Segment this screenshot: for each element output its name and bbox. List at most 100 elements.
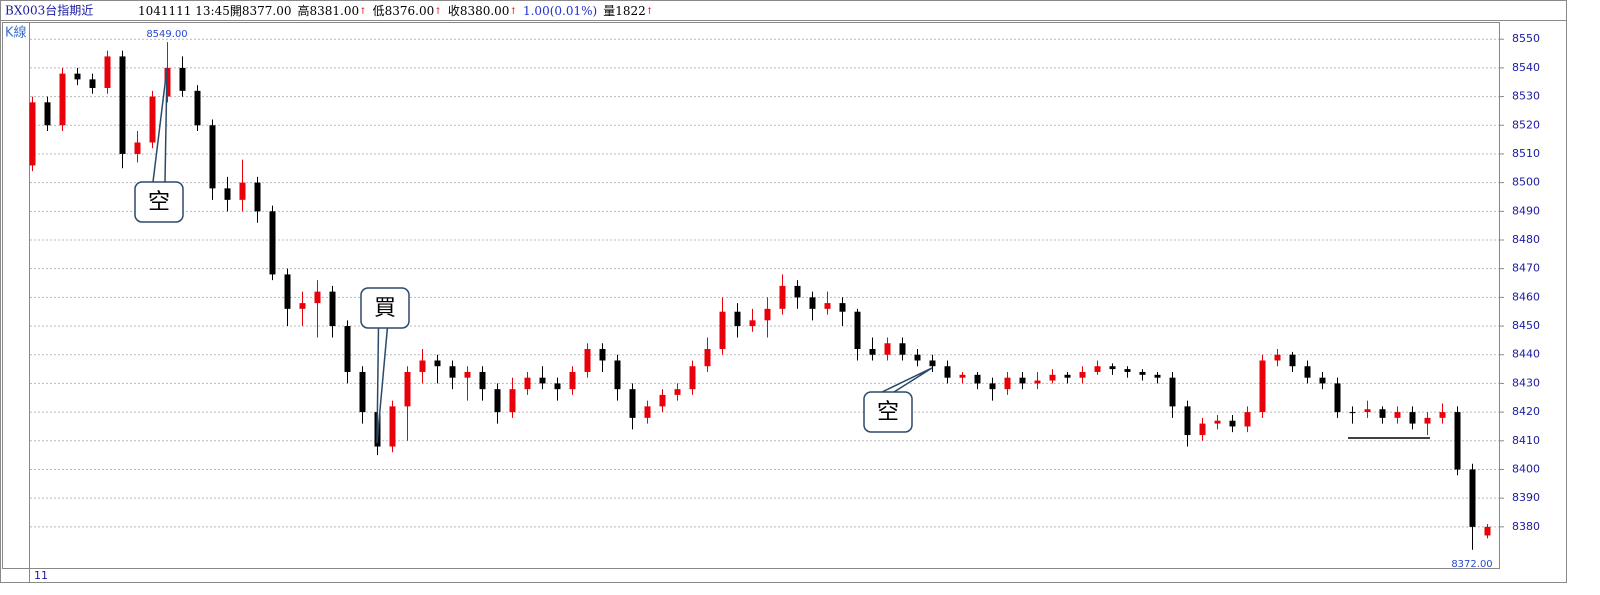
- y-tick-label: 8400: [1512, 462, 1540, 475]
- y-tick-label: 8530: [1512, 90, 1540, 103]
- callout-label: 買: [374, 296, 396, 321]
- y-tick-label: 8550: [1512, 32, 1540, 45]
- header-item: 高8381.00: [297, 3, 359, 18]
- candle-body: [1469, 469, 1476, 527]
- callout-pointer: [881, 367, 933, 393]
- header-arrow: ↑: [359, 7, 367, 17]
- candle-body: [1214, 420, 1221, 424]
- candle-body: [959, 374, 966, 378]
- candle-body: [254, 182, 261, 212]
- y-tick-label: 8480: [1512, 233, 1540, 246]
- candle-body: [1349, 412, 1356, 414]
- callout-label: 空: [877, 400, 899, 425]
- y-tick-label: 8500: [1512, 176, 1540, 189]
- candle-body: [794, 285, 801, 298]
- candle-body: [839, 303, 846, 312]
- extreme-label: 8372.00: [1451, 559, 1492, 570]
- candle-body: [1004, 377, 1011, 390]
- candle-body: [1244, 412, 1251, 427]
- candle-body: [824, 303, 831, 309]
- candle-body: [209, 125, 216, 189]
- y-tick-label: 8440: [1512, 348, 1540, 361]
- candle-body: [449, 366, 456, 378]
- y-tick-label: 8520: [1512, 118, 1540, 131]
- candle-body: [614, 360, 621, 390]
- y-tick-label: 8490: [1512, 204, 1540, 217]
- candle-body: [59, 73, 66, 126]
- candle-body: [359, 371, 366, 413]
- candle-body: [434, 360, 441, 367]
- candle-body: [284, 274, 291, 309]
- candle-body: [164, 67, 171, 97]
- candle-body: [239, 182, 246, 200]
- candle-body: [194, 90, 201, 126]
- candle-body: [554, 383, 561, 390]
- candle-body: [569, 371, 576, 390]
- candle-body: [89, 79, 96, 88]
- y-tick-label: 8540: [1512, 61, 1540, 74]
- candle-body: [1094, 366, 1101, 372]
- candle-body: [1079, 371, 1086, 378]
- candle-body: [1334, 383, 1341, 413]
- candle-body: [509, 389, 516, 413]
- header-arrow: ↑: [434, 7, 442, 17]
- candle-body: [134, 142, 141, 154]
- candle-body: [1274, 354, 1281, 361]
- candle-body: [689, 366, 696, 390]
- candle-body: [749, 320, 756, 327]
- candle-body: [344, 326, 351, 372]
- header-line: 1041111 13:45開8377.00 高8381.00↑ 低8376.00↑ 收…: [138, 3, 653, 18]
- y-tick-label: 8450: [1512, 319, 1540, 332]
- candle-body: [119, 56, 126, 154]
- candle-body: [1379, 409, 1386, 418]
- callout-box: [134, 181, 184, 223]
- candle-body: [314, 291, 321, 304]
- candle-body: [1259, 360, 1266, 413]
- candle-body: [764, 308, 771, 321]
- candle-body: [1394, 412, 1401, 418]
- candle-body: [464, 371, 471, 378]
- candle-body: [1154, 374, 1161, 378]
- callout-box: [863, 391, 913, 433]
- header-items: 1041111 13:45開8377.00 高8381.00↑ 低8376.00↑ 收…: [138, 3, 653, 18]
- candle-body: [1034, 380, 1041, 384]
- candle-body: [494, 389, 501, 413]
- candle-body: [644, 406, 651, 418]
- candle-body: [1019, 377, 1026, 384]
- y-tick-label: 8430: [1512, 376, 1540, 389]
- candle-body: [1229, 420, 1236, 427]
- candle-body: [629, 389, 636, 418]
- candle-body: [224, 188, 231, 200]
- candle-body: [404, 371, 411, 407]
- candle-body: [674, 389, 681, 395]
- candle-body: [1319, 377, 1326, 384]
- candle-body: [1289, 354, 1296, 367]
- candle-body: [1064, 374, 1071, 378]
- candle-body: [419, 360, 426, 372]
- candle-body: [179, 67, 186, 91]
- header-item: 收8380.00: [448, 4, 510, 18]
- y-tick-label: 8380: [1512, 520, 1540, 533]
- y-tick-label: 8460: [1512, 290, 1540, 303]
- y-tick-label: 8390: [1512, 491, 1540, 504]
- candle-body: [1199, 423, 1206, 436]
- header-item: 低8376.00: [373, 4, 435, 18]
- candle-body: [1109, 366, 1116, 370]
- header-arrow: ↑: [646, 7, 654, 17]
- candle-body: [479, 371, 486, 390]
- candle-body: [1169, 377, 1176, 407]
- candle-body: [599, 349, 606, 361]
- symbol: BX003台指期近: [5, 3, 93, 18]
- candle-body: [389, 406, 396, 447]
- y-tick-label: 8410: [1512, 434, 1540, 447]
- callout-label: 空: [148, 190, 170, 215]
- candle-body: [884, 343, 891, 355]
- y-tick-label: 8470: [1512, 262, 1540, 275]
- header-item: 1.00(0.01%): [523, 4, 597, 18]
- panel-label: K線: [5, 25, 27, 41]
- candle-body: [704, 349, 711, 367]
- candle-body: [719, 311, 726, 349]
- candle-body: [1184, 406, 1191, 436]
- candle-body: [539, 377, 546, 384]
